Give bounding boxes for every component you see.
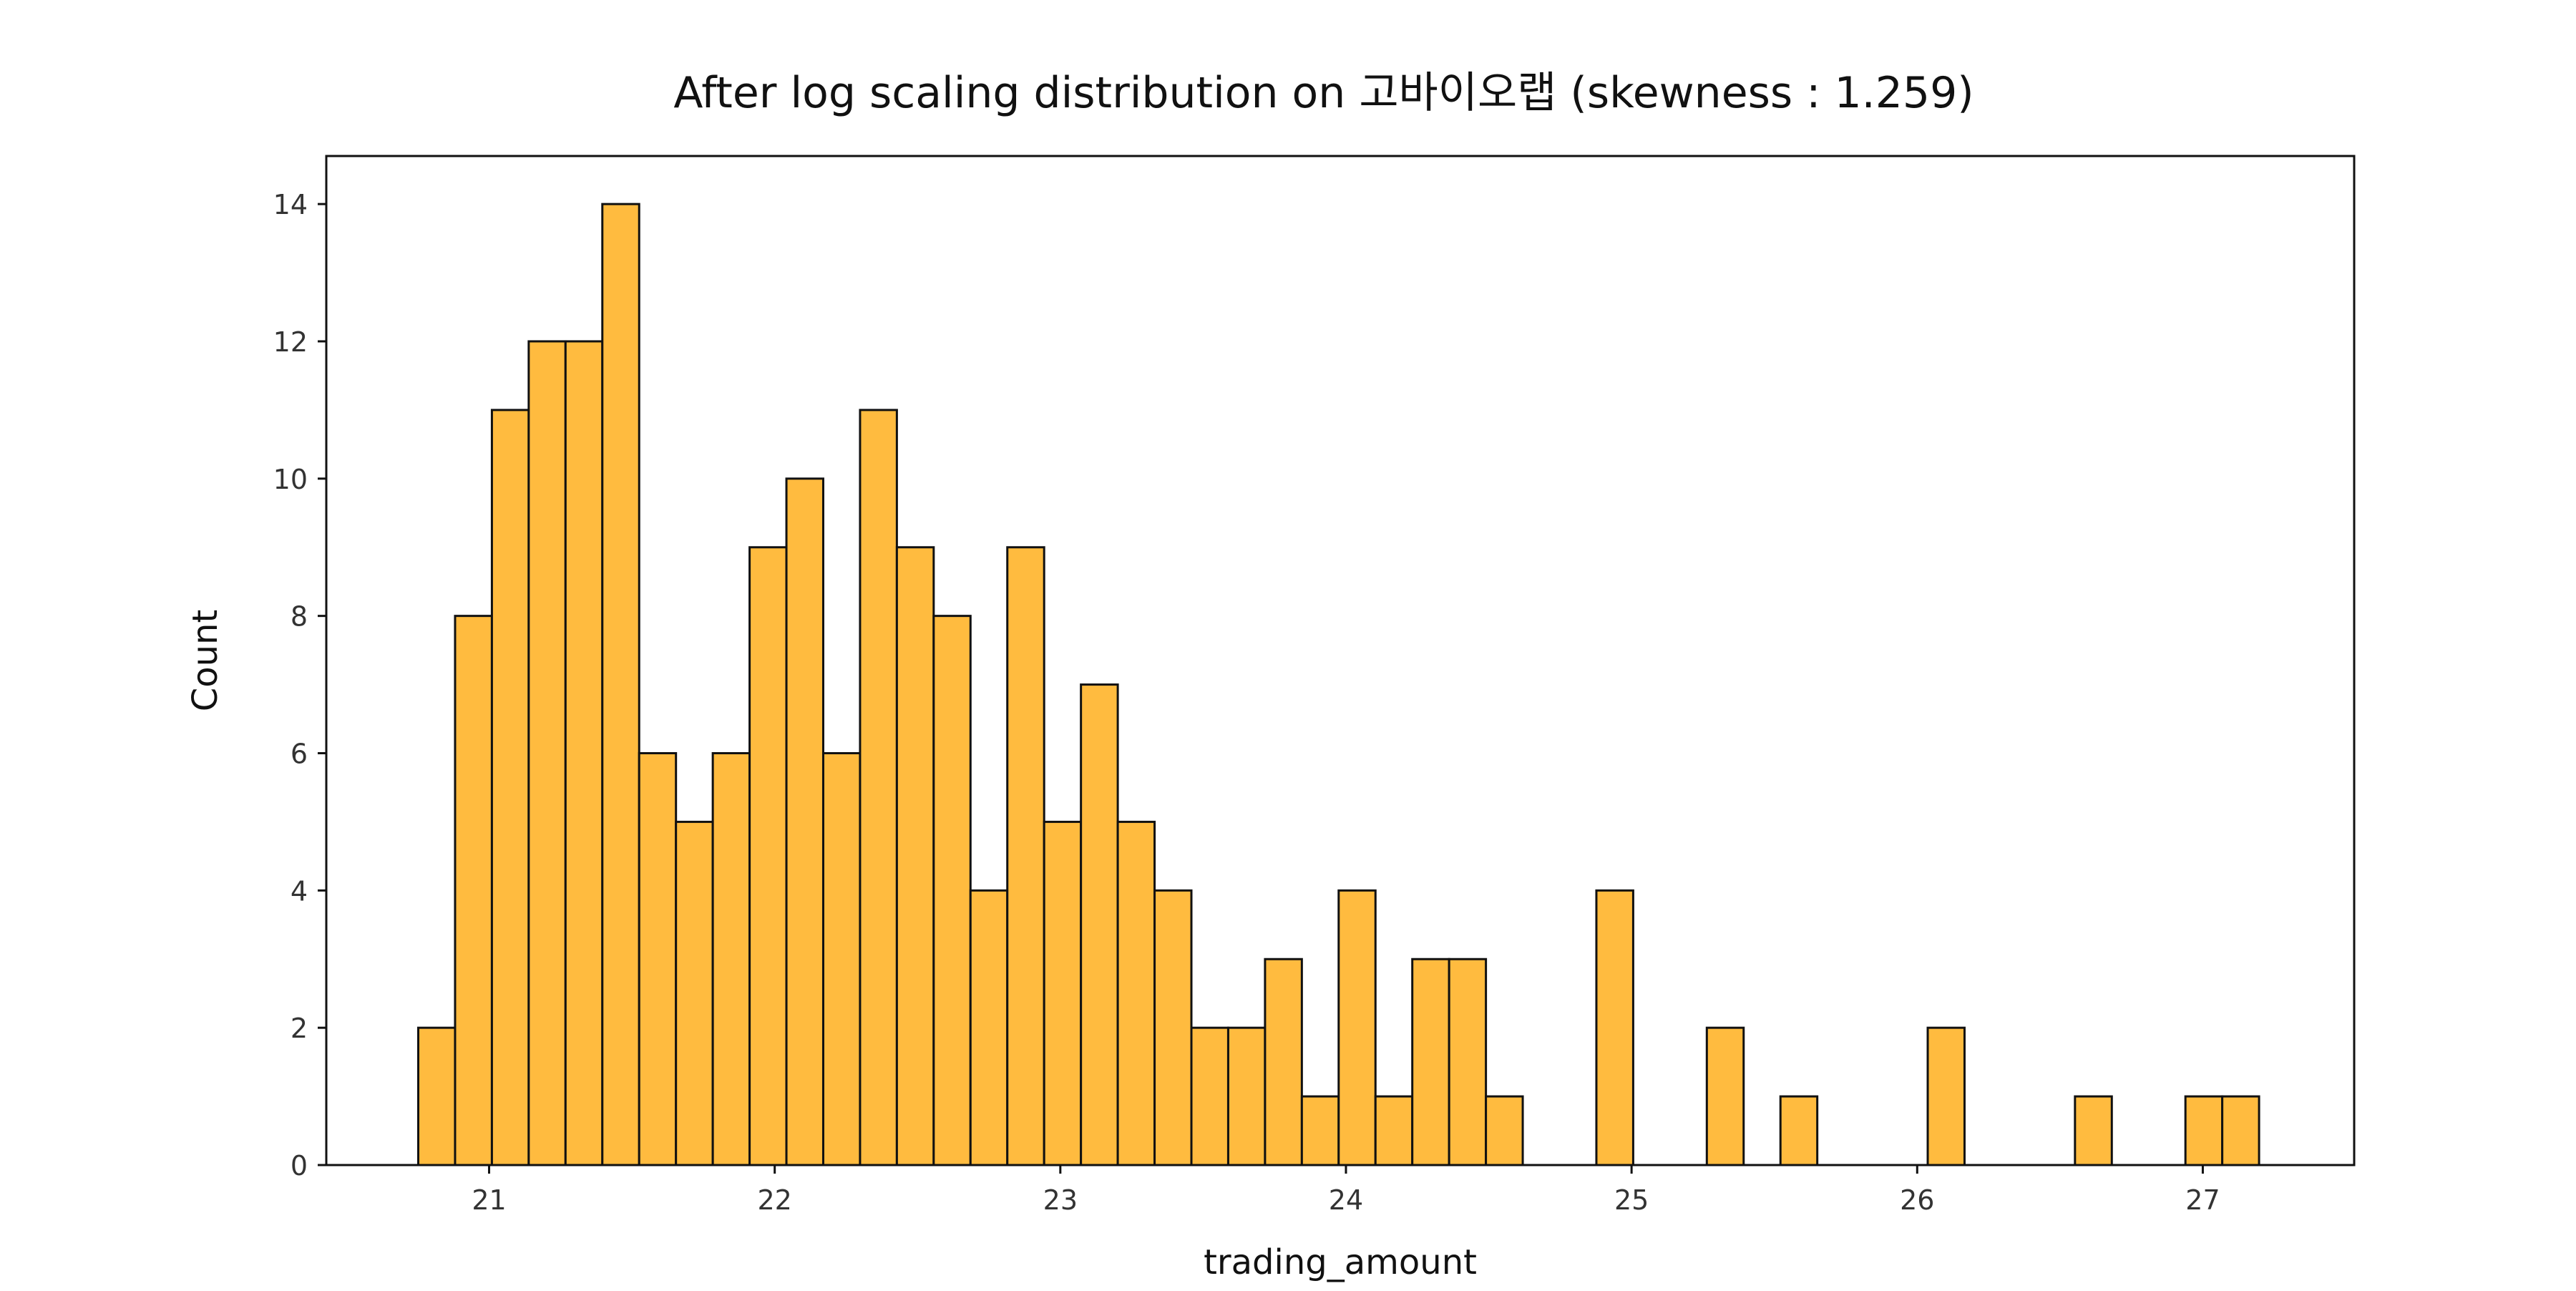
chart-title: After log scaling distribution on 고바이오랩 …	[673, 68, 1974, 118]
histogram-bar	[417, 1026, 457, 1166]
histogram-bar	[2221, 1095, 2260, 1166]
histogram-bar	[932, 615, 972, 1166]
histogram-bar	[1116, 820, 1156, 1166]
histogram-bar	[601, 203, 640, 1166]
histogram-bar	[1374, 1095, 1414, 1166]
x-tick-label: 22	[757, 1184, 791, 1216]
histogram-bar	[1226, 1026, 1267, 1166]
y-tick-label: 4	[291, 875, 308, 907]
y-tick-label: 0	[291, 1150, 308, 1182]
y-axis-ticks: 0 2 4 6 8 10 12 14	[273, 189, 326, 1182]
histogram-bar	[1411, 958, 1450, 1166]
x-tick-label: 23	[1043, 1184, 1078, 1216]
histogram-bar	[969, 889, 1009, 1166]
histogram-bar	[1448, 958, 1488, 1166]
y-tick-label: 14	[273, 189, 308, 220]
histogram-bar	[490, 409, 530, 1166]
bars-layer	[417, 203, 2260, 1166]
histogram-bar	[1190, 1026, 1229, 1166]
histogram-bar	[711, 751, 751, 1166]
y-tick-label: 2	[291, 1013, 308, 1044]
x-tick-label: 21	[472, 1184, 506, 1216]
x-axis-label: trading_amount	[1204, 1242, 1477, 1282]
y-tick-label: 6	[291, 738, 308, 769]
y-tick-label: 8	[291, 601, 308, 633]
plot-frame	[325, 155, 2356, 1166]
histogram-bar	[859, 409, 898, 1166]
x-tick-label: 26	[1900, 1184, 1934, 1216]
histogram-bar	[1043, 820, 1083, 1166]
histogram-bar	[2074, 1095, 2113, 1166]
x-axis-ticks: 21 22 23 24 25 26 27	[472, 1165, 2220, 1216]
histogram-bar	[564, 340, 604, 1166]
histogram-bar	[1264, 958, 1303, 1166]
histogram-bar	[454, 615, 493, 1166]
histogram-bar	[1779, 1095, 1819, 1166]
histogram-bar	[1595, 889, 1634, 1166]
histogram-bar	[785, 477, 824, 1166]
y-tick-label: 10	[273, 464, 308, 495]
y-tick-label: 12	[273, 326, 308, 358]
histogram-bar	[1926, 1026, 1966, 1166]
histogram-bar	[2184, 1095, 2224, 1166]
x-tick-label: 25	[1614, 1184, 1649, 1216]
histogram-bar	[1153, 889, 1193, 1166]
histogram-bar	[675, 820, 714, 1166]
histogram-bar	[1337, 889, 1377, 1166]
histogram-bar	[638, 751, 678, 1166]
histogram-bar	[1485, 1095, 1524, 1166]
histogram-bar	[1705, 1026, 1745, 1166]
histogram-bar	[1006, 546, 1045, 1166]
histogram-bar	[895, 546, 935, 1166]
y-axis-label: Count	[185, 610, 225, 712]
x-tick-label: 24	[1329, 1184, 1363, 1216]
histogram-bar	[1300, 1095, 1340, 1166]
histogram-bar	[821, 751, 862, 1166]
histogram-bar	[527, 340, 567, 1166]
histogram-bar	[1080, 683, 1119, 1166]
histogram-bar	[748, 546, 788, 1166]
x-tick-label: 27	[2185, 1184, 2220, 1216]
